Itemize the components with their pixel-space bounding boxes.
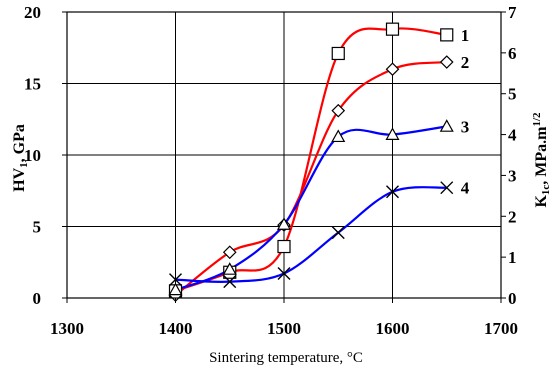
marker-stroke (386, 185, 399, 199)
series-2-label: 2 (461, 53, 470, 72)
series-2-point (222, 245, 237, 260)
y-left-tick-label: 20 (24, 3, 41, 22)
x-tick-label: 1500 (267, 319, 301, 338)
series-3-point (331, 129, 346, 143)
y-left-tick-label: 15 (24, 75, 41, 94)
series-4-point (331, 226, 345, 240)
series-4-point (277, 266, 291, 280)
y-left-tick-label: 10 (24, 146, 41, 165)
y-left-tick-label: 0 (33, 289, 42, 308)
marker-stroke (277, 266, 291, 280)
y-right-tick-label: 6 (508, 44, 517, 63)
y-right-tick-label: 7 (508, 3, 517, 22)
y-right-tick-label: 4 (508, 126, 517, 145)
marker-stroke (223, 275, 237, 289)
tick-labels: 1300 1400 1500 1600 1700 0 5 10 15 20 0 1 2 3 4 5 6 7 (24, 3, 518, 338)
series-1-label: 1 (461, 26, 470, 45)
y-right-tick-label: 3 (508, 166, 517, 185)
x-tick-label: 1300 (50, 319, 84, 338)
y-right-tick-label: 0 (508, 289, 517, 308)
y-right-tick-label: 1 (508, 248, 517, 267)
series-3-point (222, 262, 237, 275)
marker-stroke (169, 273, 182, 287)
series-3-point (385, 127, 400, 140)
series-3-point (276, 217, 292, 230)
x-tick-label: 1400 (159, 319, 193, 338)
series-4-point (169, 273, 182, 287)
series-curves (174, 27, 447, 297)
grid (67, 12, 501, 298)
x-tick-label: 1600 (376, 319, 410, 338)
series-1-point (277, 239, 291, 254)
series-4-point (440, 181, 454, 195)
y-right-tick-label: 2 (508, 207, 517, 226)
series-2-point (439, 55, 454, 69)
series-2-point (385, 62, 400, 77)
series-4-point (223, 275, 237, 289)
series-3-label: 3 (461, 117, 470, 136)
marker-stroke (331, 226, 345, 240)
series-1-point (385, 22, 400, 36)
series-3-point (168, 282, 183, 296)
y-left-tick-label: 5 (33, 218, 42, 237)
series-4-label: 4 (461, 179, 470, 198)
y-axis-right-title: K1c, MPa.m1/2 (531, 112, 550, 208)
y-axis-left-title: HV1, GPa (11, 124, 30, 192)
series-1-line (175, 27, 447, 292)
series-4-line (175, 186, 447, 283)
series-1-point (331, 46, 345, 61)
x-axis-title: Sintering temperature, °C (209, 350, 363, 366)
x-tick-label: 1700 (484, 319, 518, 338)
y-right-tick-label: 5 (508, 85, 517, 104)
plot-frame (62, 11, 506, 303)
series-2-point (331, 103, 346, 118)
marker-stroke (440, 181, 454, 195)
series-3-point (439, 119, 454, 132)
series-labels: 1 2 3 4 (461, 26, 470, 198)
series-1-point (440, 28, 454, 42)
series-markers (168, 22, 454, 302)
series-4-point (386, 185, 399, 199)
